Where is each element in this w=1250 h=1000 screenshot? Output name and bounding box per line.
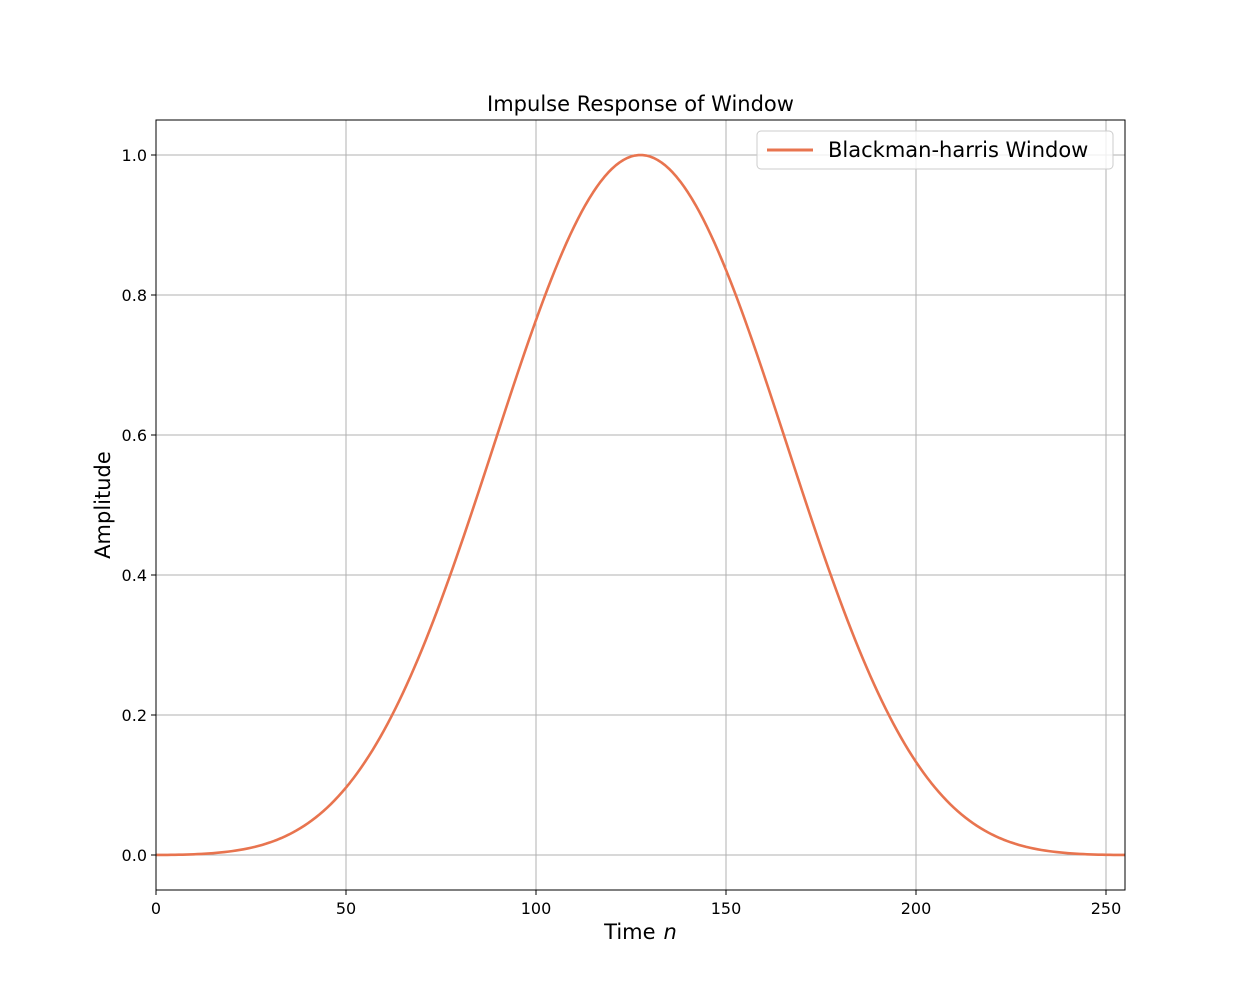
- x-tick-label: 250: [1091, 899, 1122, 918]
- series-line-0: [155, 153, 1126, 857]
- y-tick-label: 0.0: [122, 846, 147, 865]
- chart-title: Impulse Response of Window: [487, 92, 794, 116]
- plot-frame: [155, 119, 1126, 891]
- y-tick-label: 1.0: [122, 146, 147, 165]
- x-tick-label: 100: [521, 899, 552, 918]
- x-axis-label-text: Time: [603, 920, 655, 944]
- x-axis: 0 50 100 150 200 250: [151, 890, 1121, 918]
- x-tick-label: 50: [336, 899, 356, 918]
- grid: [155, 120, 1125, 890]
- y-tick-label: 0.4: [122, 566, 147, 585]
- y-tick-label: 0.8: [122, 286, 147, 305]
- x-axis-label: Time n: [603, 920, 677, 944]
- x-tick-label: 200: [901, 899, 932, 918]
- x-tick-label: 0: [151, 899, 161, 918]
- y-axis: 0.0 0.2 0.4 0.6 0.8 1.0: [122, 146, 156, 865]
- y-axis-label: Amplitude: [91, 451, 115, 559]
- series-group: [155, 153, 1126, 857]
- x-axis-label-variable: n: [664, 920, 677, 944]
- y-tick-label: 0.2: [122, 706, 147, 725]
- y-tick-label: 0.6: [122, 426, 147, 445]
- legend-box: [756, 130, 1114, 170]
- legend-entry-label: Blackman-harris Window: [828, 138, 1088, 162]
- x-tick-label: 150: [711, 899, 742, 918]
- legend: Blackman-harris Window: [756, 130, 1114, 170]
